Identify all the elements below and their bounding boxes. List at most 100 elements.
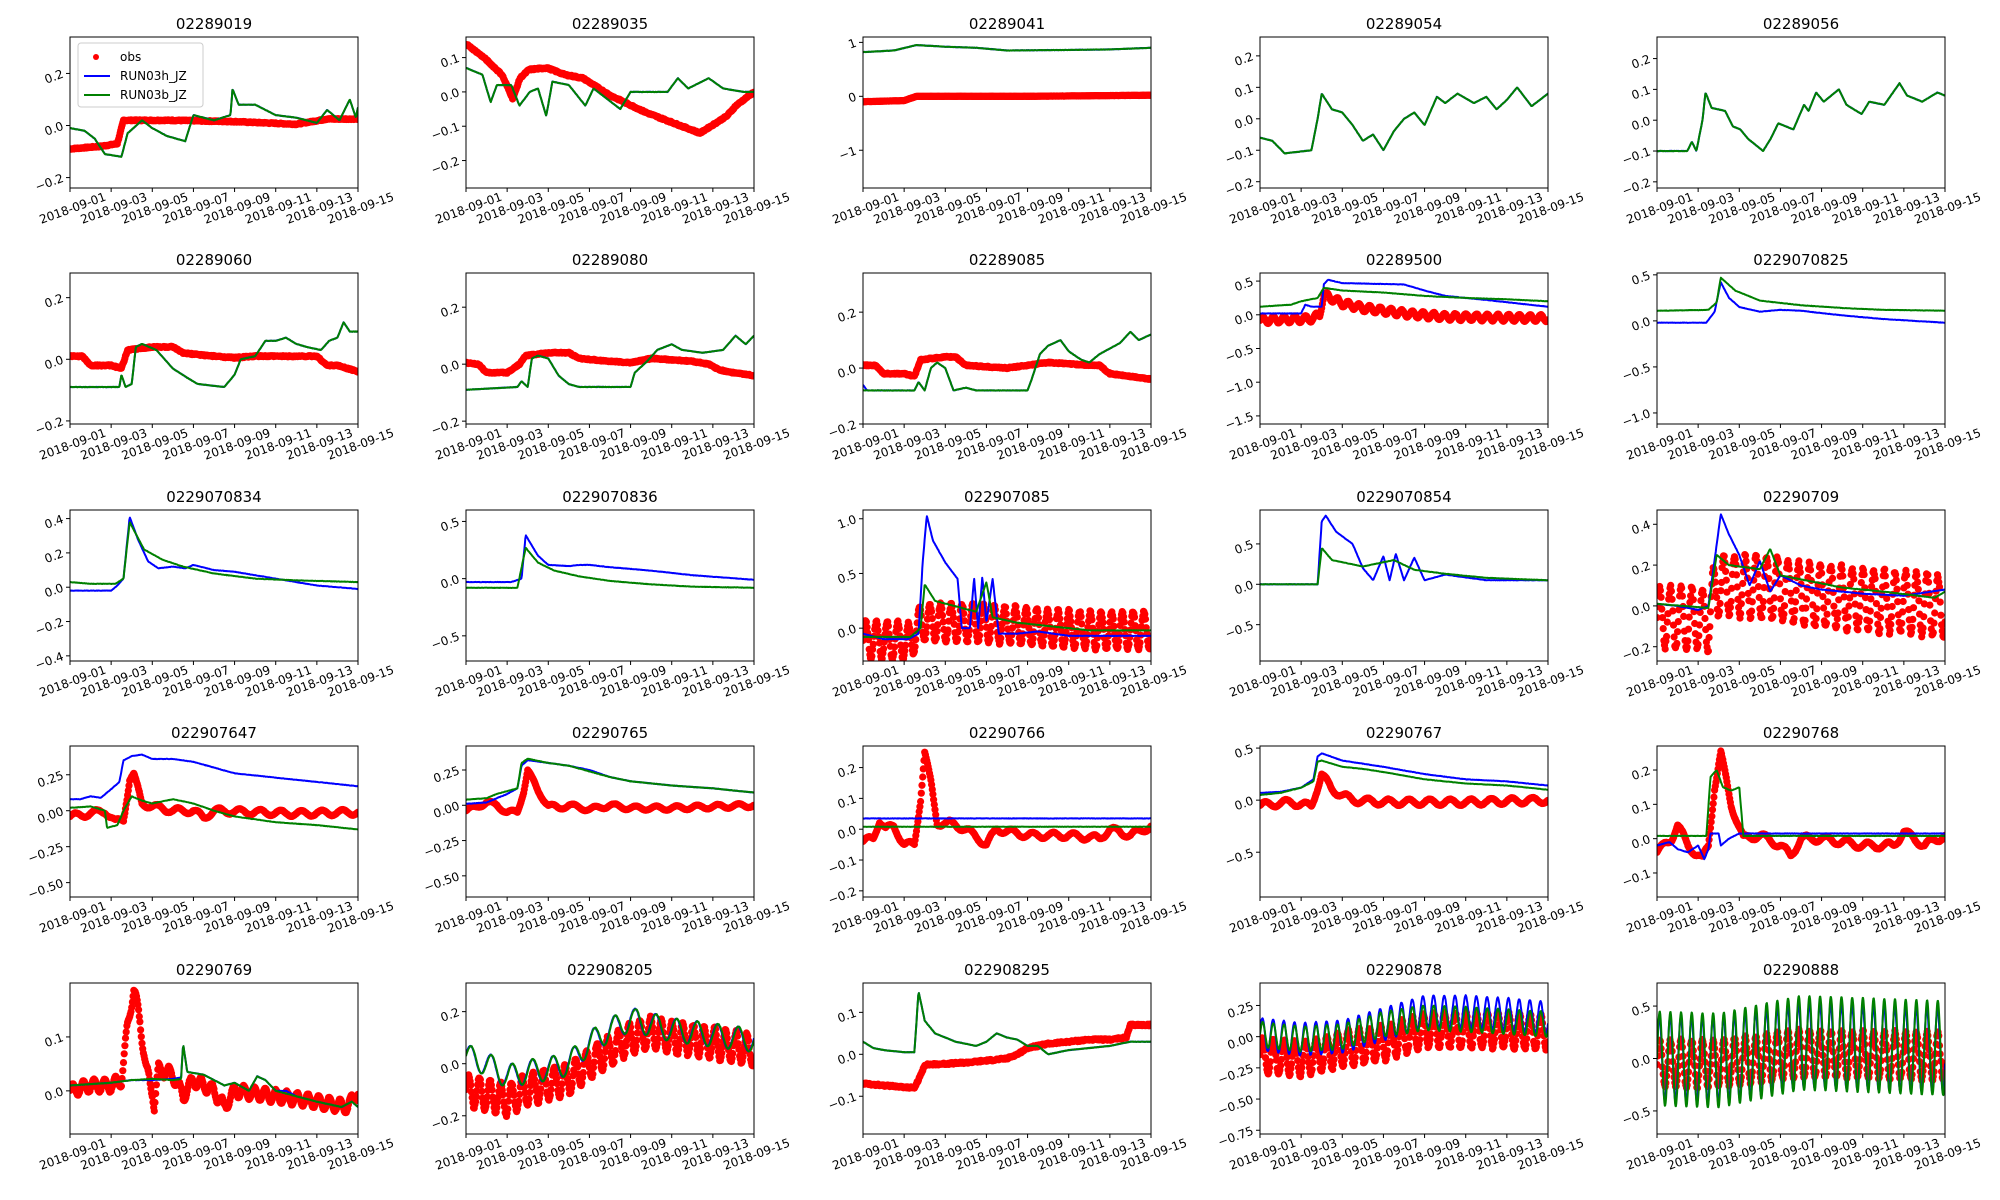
obs-point — [1882, 581, 1890, 590]
series-RUN03b_JZ — [70, 795, 358, 831]
obs-point — [890, 643, 899, 651]
series-obs — [466, 40, 754, 137]
obs-point — [1120, 613, 1128, 621]
obs-point — [1802, 604, 1810, 612]
obs-point — [1667, 581, 1675, 590]
obs-point — [1937, 611, 1945, 619]
obs-point — [1752, 552, 1760, 560]
y-tick-label: −0.5 — [1620, 360, 1652, 383]
obs-point — [1760, 584, 1768, 592]
obs-point — [1024, 616, 1032, 625]
obs-point — [1731, 555, 1739, 563]
y-tick-label: 0.2 — [43, 546, 66, 566]
obs-point — [1737, 609, 1745, 618]
series-RUN03h_JZ — [1657, 82, 1945, 153]
plot-area — [1260, 86, 1548, 155]
obs-point — [1802, 595, 1811, 603]
plot-area — [70, 321, 358, 389]
obs-point — [1855, 614, 1863, 622]
obs-point — [750, 372, 754, 380]
obs-point — [1780, 610, 1788, 618]
y-tick-label: 0.0 — [836, 361, 859, 381]
series-RUN03b_JZ — [70, 321, 358, 389]
obs-point — [1050, 642, 1058, 650]
obs-point — [912, 636, 920, 644]
y-tick-label: −0.5 — [1223, 618, 1255, 641]
obs-point — [1828, 574, 1837, 582]
obs-point — [1706, 608, 1715, 616]
obs-point — [1941, 618, 1945, 626]
series-obs — [466, 766, 754, 817]
obs-point — [869, 640, 877, 648]
obs-point — [1892, 571, 1900, 579]
obs-point — [1845, 602, 1853, 610]
obs-point — [1748, 607, 1756, 615]
obs-point — [1830, 602, 1838, 610]
obs-point — [1110, 622, 1118, 630]
obs-point — [1886, 626, 1894, 635]
subplot-0229070825: 02290708250.50.0−0.5−1.02018-09-012018-0… — [1620, 251, 1983, 463]
obs-point — [922, 629, 930, 637]
y-tick-label: −0.50 — [26, 876, 65, 902]
obs-point — [1940, 627, 1945, 635]
y-tick-label: 0.1 — [1233, 81, 1256, 101]
obs-point — [1919, 624, 1927, 632]
obs-point — [1663, 618, 1671, 626]
obs-point — [1792, 586, 1800, 595]
obs-point — [1787, 589, 1795, 597]
axes-frame — [69, 509, 359, 662]
obs-point — [1795, 557, 1803, 565]
series-RUN03b_JZ — [1260, 286, 1548, 308]
legend-marker-obs — [93, 54, 99, 60]
obs-point — [1088, 616, 1096, 624]
obs-point — [1007, 638, 1015, 646]
obs-point — [868, 652, 876, 660]
obs-point — [1704, 647, 1712, 655]
obs-point — [1759, 598, 1767, 606]
obs-point — [1839, 572, 1847, 580]
obs-point — [880, 638, 888, 646]
obs-point — [880, 645, 888, 653]
obs-point — [1695, 621, 1704, 629]
obs-point — [1776, 595, 1784, 603]
obs-point — [890, 649, 898, 658]
obs-point — [997, 634, 1005, 642]
obs-point — [1674, 628, 1682, 636]
obs-point — [1115, 631, 1124, 639]
obs-point — [1865, 624, 1873, 632]
subplot-02290709: 022907090.40.20.0−0.22018-09-012018-09-0… — [1620, 488, 1983, 700]
y-tick-label: −0.2 — [826, 417, 858, 440]
obs-point — [1888, 602, 1896, 611]
obs-point — [932, 634, 941, 642]
obs-point — [1029, 635, 1037, 643]
y-tick-label: 0.0 — [439, 358, 462, 378]
obs-point — [1791, 598, 1800, 606]
obs-point — [1668, 595, 1676, 603]
series-obs — [1657, 551, 1945, 656]
obs-point — [1822, 619, 1830, 627]
obs-point — [1684, 625, 1693, 633]
obs-point — [1055, 609, 1063, 617]
obs-point — [987, 622, 995, 631]
obs-point — [1077, 613, 1085, 621]
y-tick-label: 0.2 — [43, 291, 66, 311]
obs-point — [921, 635, 930, 643]
obs-point — [1670, 633, 1678, 641]
obs-point — [1846, 580, 1854, 588]
subplot-title: 02289080 — [572, 251, 648, 269]
obs-point — [1899, 597, 1907, 606]
y-tick-label: −0.1 — [429, 120, 461, 143]
obs-point — [1854, 626, 1862, 634]
obs-point — [1871, 575, 1879, 583]
series-RUN03h_JZ — [70, 753, 358, 801]
series-obs — [863, 599, 1151, 661]
obs-point — [1914, 578, 1922, 586]
subplot-title: 02289060 — [176, 251, 252, 269]
obs-point — [1813, 605, 1821, 613]
plot-area — [70, 516, 358, 592]
y-tick-label: 0.5 — [439, 515, 462, 535]
obs-point — [1813, 589, 1822, 597]
subplot-0229070834: 02290708340.40.20.0−0.2−0.42018-09-01201… — [33, 488, 396, 700]
obs-point — [1791, 607, 1799, 615]
